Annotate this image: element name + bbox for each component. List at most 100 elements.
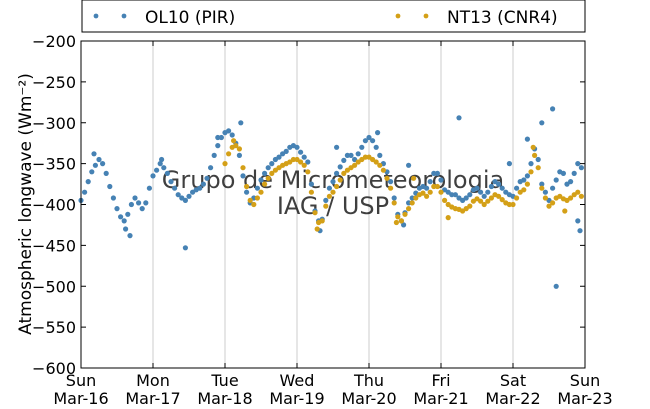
data-point [409,195,415,201]
data-point [269,161,275,167]
y-axis: −200 −250 −300 −350 −400 −450 −500 −550 −600 [32,32,585,378]
data-point [406,200,412,206]
data-point [136,200,142,206]
data-point [571,170,577,176]
data-point [127,233,133,239]
data-point [535,165,541,171]
data-point [524,181,531,187]
data-point [154,167,160,173]
data-point [323,197,329,203]
data-point [424,185,430,191]
data-point [568,179,574,185]
data-point [211,152,217,158]
data-point [341,157,347,163]
data-point [409,200,415,206]
data-point [499,185,505,191]
data-point [348,152,354,158]
data-point [377,162,383,168]
data-point [118,214,124,220]
data-point [577,228,583,234]
data-point [568,195,574,201]
data-point [521,187,527,193]
data-point [114,206,120,212]
data-point [474,185,480,191]
legend-marker-nt13 [423,13,429,19]
data-point [373,144,379,150]
data-point [200,181,206,187]
data-point [478,189,484,195]
data-point [150,173,156,179]
data-point [539,185,545,191]
data-point [562,208,568,214]
data-point [553,283,559,289]
data-point [463,195,469,201]
data-point [314,226,320,232]
legend: OL10 (PIR) NT13 (CNR4) [81,0,586,33]
data-point [438,189,444,195]
data-point [132,195,138,201]
data-point [143,200,149,206]
data-point [575,218,581,224]
x-tick-label-date: Mar-16 [53,389,108,408]
x-tick-label-date: Mar-22 [485,389,540,408]
y-tick-label: −500 [32,277,76,296]
data-point [514,195,520,201]
data-point [510,201,516,208]
data-point [514,185,520,191]
data-point [452,192,458,198]
data-point [420,190,426,196]
data-point [182,245,188,251]
data-point [539,120,545,126]
data-point [535,156,541,163]
data-point [305,169,311,175]
data-point [427,179,433,185]
x-tick-label-day: Tue [210,371,238,390]
data-point [215,143,221,149]
data-point [301,162,307,168]
data-point [208,165,214,171]
data-point [434,170,440,176]
data-point [182,197,188,203]
data-point [146,185,152,191]
data-point [380,167,386,173]
data-point [506,201,512,208]
data-point [431,183,437,190]
x-tick-label-day: Mon [136,371,170,390]
data-point [434,183,440,190]
data-point [344,152,350,158]
data-point [362,154,368,160]
data-point [388,179,394,185]
data-point [226,151,232,157]
data-point [265,165,271,171]
data-point [528,161,534,167]
data-point [96,156,102,163]
data-point [240,165,246,171]
data-point [337,164,343,170]
data-point [110,195,116,201]
data-point [334,144,340,150]
data-point [391,195,397,201]
data-point [308,189,314,195]
data-point [532,152,538,158]
data-point [236,152,242,158]
data-point [265,175,271,181]
data-point [496,181,502,187]
data-point [276,154,282,160]
y-axis-label: Atmospheric longwave (Wm⁻²) [16,73,36,335]
data-point [100,161,106,167]
data-point [123,226,129,232]
data-point [481,201,487,208]
data-point [172,185,178,191]
data-point [103,170,109,176]
data-point [413,195,419,201]
watermark-line-2: IAG / USP [277,192,389,220]
data-point [467,203,473,209]
data-point [406,162,412,168]
data-point [445,215,451,221]
data-point [92,162,98,168]
data-point [159,156,165,163]
data-point [231,138,237,144]
x-tick-label-date: Mar-18 [197,389,252,408]
data-point [530,144,536,150]
data-point [499,197,505,203]
